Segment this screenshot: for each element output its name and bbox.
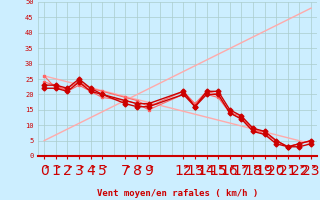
X-axis label: Vent moyen/en rafales ( km/h ): Vent moyen/en rafales ( km/h ): [97, 189, 258, 198]
